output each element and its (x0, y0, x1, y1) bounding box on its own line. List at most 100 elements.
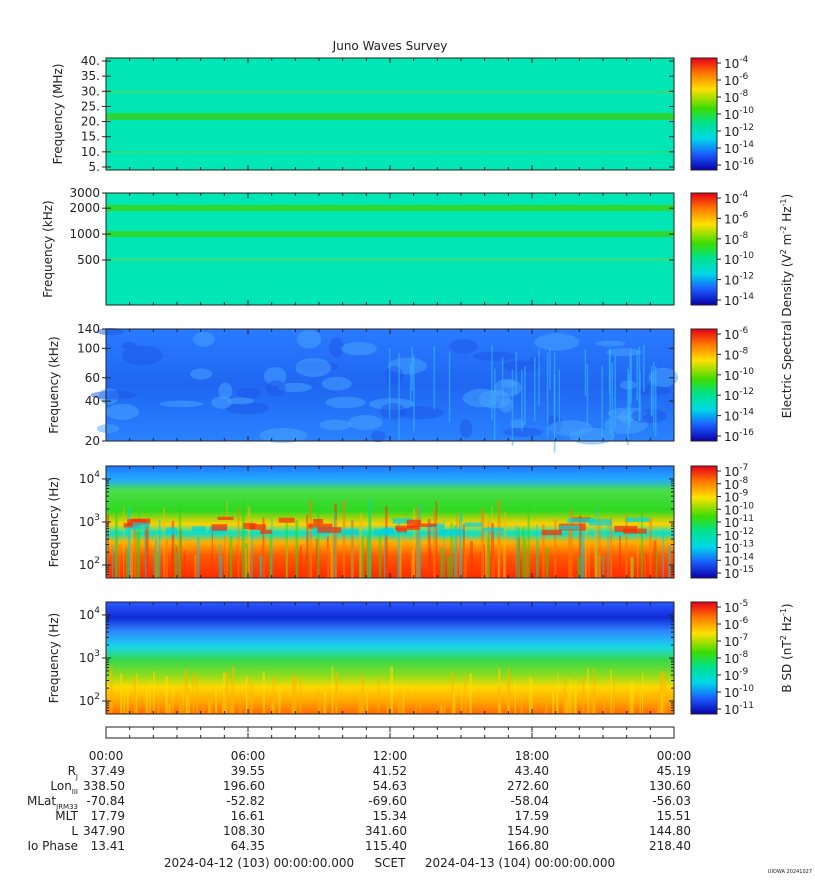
panel-4-texture-streak (197, 537, 200, 578)
panel-4-texture-streak (145, 521, 149, 578)
colorbar-tick-base: 10 (724, 503, 739, 517)
ephemeris-value: 196.60 (223, 779, 265, 793)
colorbar-2-tick-label: 10-12 (724, 272, 754, 288)
time-axis-ticks (105, 727, 675, 738)
panel-5-texture-streak (278, 687, 281, 713)
colorbar-tick-base: 10 (724, 389, 739, 403)
panel-3-texture-blob (380, 403, 406, 420)
panel-5-texture-streak (299, 674, 302, 713)
panel-5-ytick-label: 102 (79, 692, 100, 708)
panel-5-texture-streak (469, 673, 472, 713)
panel-5-texture-streak (221, 696, 224, 713)
panel-4-texture-streak (640, 513, 644, 578)
panel-4-texture-band (482, 527, 504, 531)
panel-3-texture-streak (639, 370, 641, 421)
panel-4-texture-band (125, 525, 135, 531)
panel-3-texture-streak (628, 373, 630, 428)
panel-3-texture-blob (502, 427, 543, 437)
panel-4-texture-streak (229, 536, 233, 578)
colorbar-tick-base: 10 (724, 294, 739, 308)
panel-5-texture-streak (145, 686, 149, 713)
panel-4-texture-streak (342, 500, 346, 578)
panel-5-texture-streak (661, 691, 664, 713)
ephemeris-value: 45.19 (657, 764, 691, 778)
colorbar-tick-exponent: -12 (739, 527, 754, 537)
footer-end-time: 2024-04-13 (104) 00:00:00.000 (425, 856, 615, 870)
panel-4-texture-streak (171, 547, 173, 578)
panel-3-texture-streak (511, 369, 514, 446)
panel-4-texture-streak (299, 545, 302, 578)
footer-scet: SCET (375, 856, 407, 870)
colorbar-tick-exponent: -10 (739, 501, 754, 511)
panel-5-texture-streak (603, 699, 606, 713)
panel-3-ytick-label: 60 (85, 371, 100, 385)
panel-3-texture-streak (549, 348, 551, 391)
panel-4-texture-streak (504, 511, 506, 578)
panel-4-texture-streak (125, 547, 129, 578)
panel-5-texture-streak (545, 693, 548, 713)
panel-4-texture-streak (359, 513, 362, 578)
panel-3-texture-streak (524, 366, 526, 426)
panel-4-texture-streak (194, 554, 197, 578)
colorbar-tick-exponent: -8 (739, 476, 748, 486)
panel-5-colorbar (690, 601, 718, 715)
panel-3-texture-blob (548, 420, 593, 436)
panel-4-texture-streak (237, 507, 240, 578)
panel-4-texture-band (211, 524, 228, 531)
panel-5-texture-streak (215, 687, 218, 713)
panel-4-texture-streak (522, 527, 525, 578)
panel-4-texture-streak (136, 531, 139, 578)
panel-4-texture-streak (554, 519, 557, 578)
panel-5-texture-streak (451, 671, 454, 713)
panel-4-texture-band (414, 523, 437, 527)
panel-5-texture-streak (126, 682, 129, 713)
panel-4-texture-streak (517, 527, 520, 578)
panel-1-ticks: 40.35.30.25. 20.15.10.5. (81, 54, 675, 174)
panel-3-texture-blob (96, 328, 124, 336)
panel-4-texture-band (559, 525, 580, 530)
panel-3-texture-streak (654, 366, 657, 437)
panel-5-texture-streak (528, 676, 531, 713)
panel-4-texture-streak (144, 536, 147, 578)
panel-4-texture-streak (568, 529, 571, 578)
panel-5-texture-streak (186, 694, 189, 713)
panel-4-texture-streak (330, 521, 333, 578)
panel-4-ytick-label: 104 (79, 470, 100, 486)
panel-4-texture-streak (153, 552, 155, 578)
panel-5-texture-streak (442, 693, 446, 713)
ephemeris-value: 218.40 (649, 839, 691, 853)
ephemeris-label-text: L (71, 824, 78, 838)
colorbar-2-tick-label: 10-4 (724, 190, 749, 206)
colorbar-4-tick-label: 10-14 (724, 552, 754, 568)
ephemeris-value: 17.79 (91, 809, 125, 823)
panel-5-texture-streak (642, 672, 644, 713)
panel-4-texture-streak (335, 520, 337, 578)
panel-5-texture-streak (440, 704, 443, 713)
colorbar-label-magnetic-sup1: 2 (779, 635, 788, 640)
panel-4-texture-streak (177, 554, 179, 578)
colorbar-tick-exponent: -14 (739, 408, 754, 418)
panel-4-colorbar-ticks: 10-710-810-910-1010-1110-1210-1310-1410-… (717, 463, 754, 581)
panel-4-texture-streak (515, 525, 518, 578)
colorbar-1-tick-label: 10-4 (724, 55, 749, 71)
panel-5-texture-streak (377, 679, 380, 713)
panel-4-texture-streak (580, 537, 584, 578)
panel-4-texture-streak (223, 535, 226, 578)
panel-5-ytick-label: 103 (79, 649, 100, 665)
panel-5-texture-streak (586, 667, 589, 713)
colorbar-tick-base: 10 (724, 142, 739, 156)
panel-3-texture-blob (192, 331, 215, 347)
panel-1-band-main (106, 113, 674, 120)
panel-3-texture-blob (449, 339, 478, 354)
panel-5-texture-streak (222, 673, 226, 713)
panel-4-texture-band (464, 522, 483, 527)
panel-4-texture-band (278, 517, 295, 523)
ephemeris-value: -70.84 (86, 794, 125, 808)
panel-3-texture-blob (501, 360, 541, 373)
panel-4-texture-streak (527, 501, 530, 578)
panel-5-texture-streak (520, 699, 523, 713)
ephemeris-value: -58.04 (510, 794, 549, 808)
panel-4-texture-streak (385, 505, 388, 578)
